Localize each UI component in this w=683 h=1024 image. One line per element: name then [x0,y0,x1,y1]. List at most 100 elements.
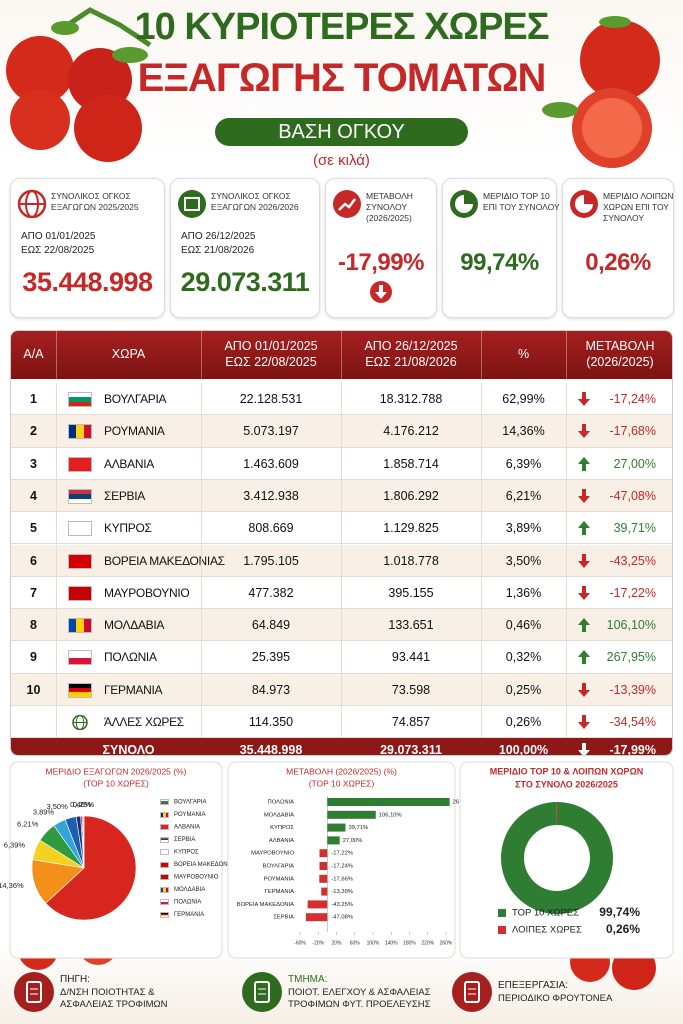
cell: 6,39% [505,456,542,471]
cell-divider [566,415,567,448]
header-divider [481,331,482,379]
header-divider [566,331,567,379]
cell-divider [341,641,342,674]
change-arrow [578,392,590,406]
cell: -13,39% [609,682,656,697]
cell: 73.598 [391,682,431,697]
header-cell: ΕΩΣ 21/08/2026 [365,355,457,369]
flag [68,650,92,666]
change-arrow [578,585,590,600]
footer-line: ΠΟΙΟΤ. ΕΛΕΓΧΟΥ & ΑΣΦΑΛΕΙΑΣ [288,987,431,998]
kpi-period: ΕΩΣ 22/08/2025 [21,245,95,256]
table-row: ΆΛΛΕΣ ΧΩΡΕΣ 114.350 74.857 0,26% -34,54% [11,706,672,739]
flag [68,424,92,440]
cell: 62,99% [502,392,545,406]
cell: -34,54% [609,715,656,729]
cell: -43,25% [609,553,656,568]
cell-divider [56,673,57,706]
cell-divider [56,479,57,513]
cell-divider [481,383,482,416]
cell: ΓΕΡΜΑΝΙΑ [104,682,163,697]
kpi-label: ΜΕΡΙΔΙΟ TOP 10 [483,191,550,201]
cell: ΆΛΛΕΣ ΧΩΡΕΣ [104,715,184,729]
total-cell: 100,00% [498,743,549,756]
cell-divider [201,641,202,674]
cell: -17,22% [609,585,656,600]
cell: 6,21% [505,488,542,503]
total-cell: 35.448.998 [239,743,303,756]
footer-icon [14,972,54,1012]
kpi-label: ΜΕΡΙΔΙΟ ΛΟΙΠΩΝ [603,191,674,201]
cell: 22.128.531 [239,392,303,406]
cell-divider [56,641,57,674]
footer-label: ΠΗΓΗ: [60,974,90,985]
cell-divider [481,706,482,739]
header-divider [341,331,342,379]
cell: 133.651 [388,618,434,633]
table-row: 9 ΠΟΛΩΝΙΑ 25.395 93.441 0,32% 267,95% [11,641,672,674]
cell-divider [341,576,342,610]
cell: 2 [30,424,37,439]
header-cell: ΑΠΟ 26/12/2025 [364,339,458,353]
table-row: 1 ΒΟΥΛΓΑΡΙΑ 22.128.531 18.312.788 62,99% -17,… [11,383,672,416]
cell-divider [566,576,567,610]
footer-item: ΤΜΗΜΑ: ΠΟΙΟΤ. ΕΛΕΓΧΟΥ & ΑΣΦΑΛΕΙΑΣ ΤΡΟΦΙΜΩΝ… [242,968,442,1018]
cell: 1 [30,392,37,406]
kpi-label: ΕΞΑΓΩΓΩΝ 2026/2026 [211,202,299,212]
kpi-label: ΕΠΙ ΤΟΥ ΣΥΝΟΛΟΥ [483,202,560,212]
cell-divider [566,673,567,706]
flag [160,899,169,905]
footer-icon [452,972,492,1012]
cell-divider [481,415,482,448]
flag [160,836,169,843]
cell: 3,50% [505,553,542,568]
table: Α/Α ΧΩΡΑ ΑΠΟ 01/01/2025 ΕΩΣ 22/08/2025 ΑΠΟ 2… [10,330,673,756]
cell-divider [56,415,57,448]
cell-divider [201,706,202,739]
cell-divider [341,479,342,513]
cell: 1.858.714 [383,456,439,471]
kpi-label: ΧΩΡΩΝ ΕΠΙ ΤΟΥ [603,202,669,212]
cell-divider [341,383,342,416]
flag [160,874,169,880]
cell-divider [201,512,202,545]
cell: 93.441 [391,650,431,665]
kpi-period: ΑΠΟ 01/01/2025 [21,231,96,242]
cell-divider [566,641,567,674]
flag [68,585,92,601]
kpi-label: ΣΥΝΟΛΙΚΟΣ ΟΓΚΟΣ [51,191,131,201]
cell-divider [56,447,57,480]
flag [68,715,92,730]
kpi-label: ΣΥΝΟΛΟΥ [603,213,645,223]
flag [68,618,92,634]
cell: ΠΟΛΩΝΙΑ [104,650,157,665]
table-row: 7 ΜΑΥΡΟΒΟΥΝΙΟ 477.382 395.155 1,36% -17,22% [11,576,672,610]
kpi-card: ΣΥΝΟΛΙΚΟΣ ΟΓΚΟΣ ΕΞΑΓΩΓΩΝ 2026/2026 ΑΠΟ 26/… [170,178,320,318]
cell-divider [201,479,202,513]
cell: ΡΟΥΜΑΝΙΑ [104,424,165,439]
cell: ΑΛΒΑΝΙΑ [104,456,154,471]
cell-divider [481,447,482,480]
cell-divider [201,673,202,706]
cell-divider [481,512,482,545]
flag [160,811,169,818]
cell-divider [56,609,57,642]
unit: (σε κιλά) [313,152,370,169]
kpi-label: ΣΥΝΟΛΙΚΟΣ ΟΓΚΟΣ [211,191,291,201]
flag [160,886,169,893]
cell: 267,95% [606,650,656,665]
cell: 1.806.292 [383,488,439,503]
cell-divider [341,706,342,739]
flag [68,553,92,569]
table-row: 10 ΓΕΡΜΑΝΙΑ 84.973 73.598 0,25% -13,39% [11,673,672,706]
cell: 808.669 [248,521,294,536]
cell-divider [201,383,202,416]
cell-divider [481,576,482,610]
cell: 4.176.212 [383,424,439,439]
tomatoes-left [6,7,152,162]
flag [68,488,92,504]
cell: 3 [30,456,37,471]
kpi-label: (2026/2025) [366,213,412,223]
cell: 5.073.197 [243,424,299,439]
cell-divider [201,544,202,577]
